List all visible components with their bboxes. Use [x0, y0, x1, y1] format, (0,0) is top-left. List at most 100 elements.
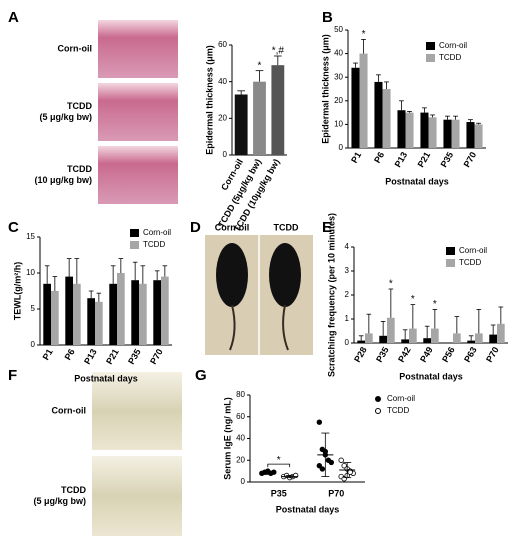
- bar: [117, 273, 125, 345]
- y-tick-label: 60: [218, 40, 227, 49]
- bar: [161, 276, 169, 345]
- legend-swatch: [130, 241, 139, 249]
- data-point: [316, 419, 323, 425]
- bar: [234, 94, 248, 155]
- x-axis-label: Postnatal days: [74, 373, 138, 383]
- bar: [374, 81, 383, 148]
- bar: [139, 283, 147, 345]
- photo-label: (5 μg/kg bw): [33, 496, 86, 506]
- x-tick-label: P1: [349, 150, 363, 165]
- legend-label: Corn-oil: [439, 41, 467, 50]
- y-tick-label: 1: [345, 314, 350, 323]
- y-tick-label: 20: [218, 113, 227, 122]
- photo-label: (5 μg/kg bw): [39, 112, 92, 122]
- bar: [65, 276, 73, 345]
- bar: [253, 81, 266, 155]
- x-tick-label: P49: [418, 345, 435, 364]
- x-tick-label: P21: [104, 347, 121, 366]
- bar: [467, 340, 475, 343]
- mouse: [216, 243, 248, 307]
- bar: [420, 112, 429, 148]
- bar: [451, 119, 460, 148]
- photo-label: TCDD: [61, 485, 86, 495]
- data-point: [271, 469, 277, 475]
- data-point: [316, 462, 323, 469]
- x-tick-label: P21: [416, 150, 433, 169]
- legend-label: TCDD: [387, 406, 409, 415]
- bar: [475, 333, 483, 343]
- x-tick-label: P6: [372, 150, 386, 165]
- y-tick-label: 5: [31, 304, 36, 313]
- x-tick-label: P70: [484, 345, 501, 364]
- y-tick-label: 20: [334, 96, 343, 105]
- photo-label: Corn-oil: [52, 405, 87, 415]
- x-tick-label: P42: [396, 345, 413, 364]
- mouse-tail: [229, 304, 236, 351]
- x-tick-label: P56: [440, 345, 457, 364]
- y-tick-label: 50: [334, 25, 343, 34]
- bar: [387, 317, 395, 343]
- y-tick-label: 0: [31, 340, 36, 349]
- x-tick-label: P35: [374, 345, 391, 364]
- panel-letter: G: [195, 367, 207, 384]
- y-tick-label: 15: [26, 232, 35, 241]
- legend-swatch: [130, 229, 139, 237]
- bar: [153, 280, 161, 345]
- bar: [87, 298, 95, 345]
- x-tick-label: P13: [393, 150, 410, 169]
- bar: [359, 53, 368, 148]
- bar: [382, 89, 391, 148]
- photo-label: Corn-oil: [215, 222, 250, 232]
- bar: [409, 328, 417, 343]
- x-tick-label: P13: [82, 347, 99, 366]
- bar: [474, 124, 483, 148]
- data-point: [347, 469, 353, 475]
- mouse: [269, 243, 301, 307]
- legend-swatch: [426, 54, 435, 62]
- ihc-image: [92, 372, 182, 450]
- bar: [466, 122, 475, 148]
- x-axis-label: Postnatal days: [399, 371, 463, 381]
- significance-mark: *: [362, 29, 366, 40]
- bar: [51, 291, 59, 345]
- x-tick-label: P1: [41, 347, 55, 362]
- legend-label: Corn-oil: [143, 228, 171, 237]
- bar: [453, 333, 461, 343]
- bar: [95, 301, 103, 345]
- significance-mark: *,#: [272, 46, 285, 57]
- data-point: [292, 472, 299, 479]
- photo-label: TCDD: [274, 222, 299, 232]
- panel-letter: D: [190, 219, 201, 236]
- y-tick-label: 60: [236, 412, 245, 421]
- y-tick-label: 3: [345, 266, 350, 275]
- bar: [73, 283, 81, 345]
- bar: [497, 323, 505, 343]
- legend-swatch: [446, 259, 455, 267]
- panel-letter: E: [322, 219, 332, 236]
- bar: [365, 333, 373, 343]
- bar: [271, 65, 285, 155]
- data-point: [338, 457, 344, 463]
- y-tick-label: 40: [218, 77, 227, 86]
- y-tick-label: 80: [236, 390, 245, 399]
- bar: [431, 328, 439, 343]
- panel-letter: A: [8, 9, 19, 26]
- bar: [351, 67, 360, 148]
- data-point: [328, 459, 335, 466]
- y-tick-label: 0: [339, 143, 344, 152]
- x-axis-label: Postnatal days: [276, 504, 340, 514]
- data-point: [319, 466, 326, 472]
- bar: [401, 339, 409, 343]
- histology-image: [98, 83, 178, 141]
- bar: [428, 117, 437, 148]
- significance-mark: *: [389, 279, 393, 290]
- y-axis-label: Epidermal thickness (μm): [204, 45, 214, 155]
- y-tick-label: 30: [334, 72, 343, 81]
- x-tick-label: P70: [148, 347, 165, 366]
- x-tick-label: P35: [439, 150, 456, 169]
- y-tick-label: 2: [345, 290, 350, 299]
- photo-label: (10 μg/kg bw): [34, 175, 92, 185]
- histology-image: [98, 146, 178, 204]
- x-tick-label: P70: [328, 488, 344, 498]
- legend-swatch: [446, 247, 455, 255]
